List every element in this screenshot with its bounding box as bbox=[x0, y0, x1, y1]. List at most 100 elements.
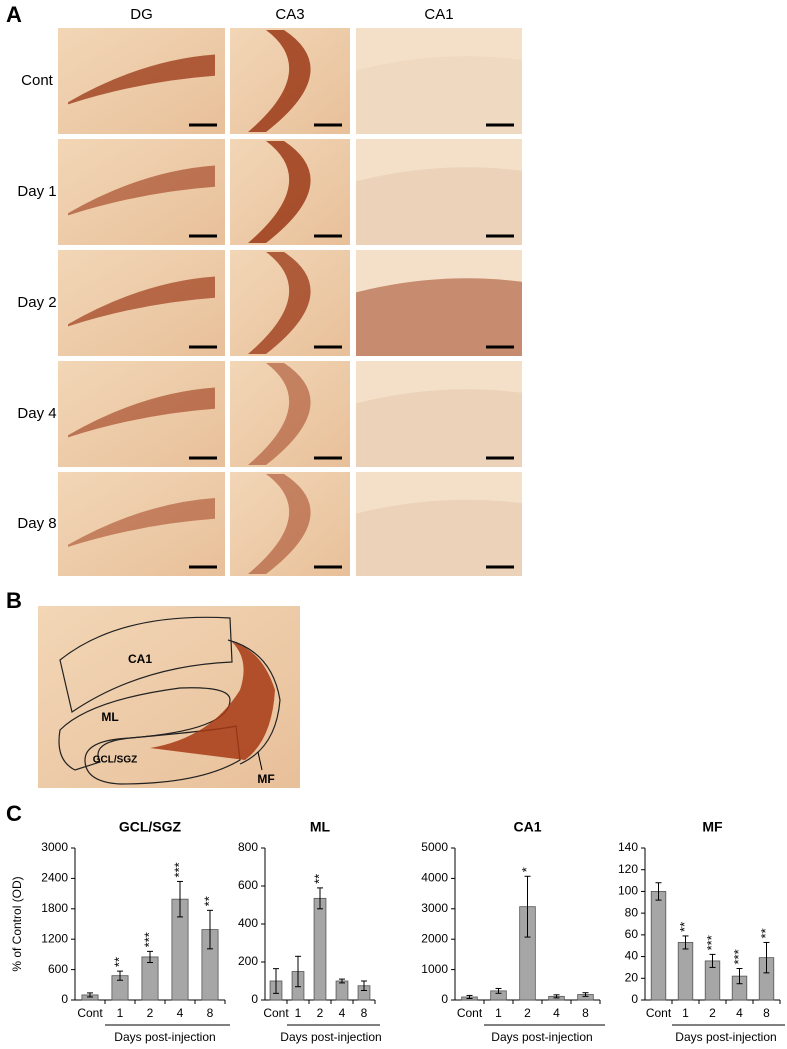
stained-region bbox=[68, 165, 215, 216]
x-tick-label: 1 bbox=[295, 1006, 302, 1020]
row-label: Day 8 bbox=[17, 515, 56, 532]
micrograph bbox=[230, 361, 350, 467]
significance-label: *** bbox=[171, 862, 186, 877]
x-axis-label: Days post-injection bbox=[491, 1030, 592, 1044]
region-outline bbox=[84, 725, 241, 785]
region-outline bbox=[227, 639, 281, 765]
region-outline bbox=[59, 616, 233, 713]
stained-region bbox=[248, 363, 311, 465]
y-tick-label: 0 bbox=[251, 992, 258, 1006]
y-tick-label: 1200 bbox=[41, 931, 68, 945]
y-tick-label: 100 bbox=[618, 884, 638, 898]
micrograph bbox=[230, 472, 350, 576]
significance-label: ** bbox=[677, 922, 692, 932]
panel-label: A bbox=[6, 2, 22, 27]
y-tick-label: 60 bbox=[625, 927, 639, 941]
panel-b-image: CA1 ML GCL/SGZ MF bbox=[38, 606, 300, 788]
stained-region bbox=[356, 167, 522, 245]
y-tick-label: 3000 bbox=[421, 901, 448, 915]
chart-title: GCL/SGZ bbox=[119, 819, 182, 835]
region-label: CA1 bbox=[128, 652, 152, 666]
row-label: Day 4 bbox=[17, 405, 56, 422]
y-tick-label: 120 bbox=[618, 862, 638, 876]
x-tick-label: 4 bbox=[736, 1006, 743, 1020]
x-tick-label: 1 bbox=[117, 1006, 124, 1020]
chart-title: MF bbox=[702, 819, 723, 835]
micrograph bbox=[356, 472, 522, 576]
bar bbox=[313, 897, 327, 1001]
y-tick-label: 5000 bbox=[421, 840, 448, 854]
x-tick-label: 4 bbox=[177, 1006, 184, 1020]
y-tick-label: 20 bbox=[625, 970, 639, 984]
chart-title: CA1 bbox=[513, 819, 541, 835]
bar bbox=[650, 891, 667, 1001]
y-tick-label: 600 bbox=[238, 878, 258, 892]
stained-region bbox=[68, 498, 215, 547]
significance-label: ** bbox=[201, 896, 216, 906]
x-tick-label: 2 bbox=[709, 1006, 716, 1020]
panel-label: C bbox=[6, 801, 22, 826]
x-tick-label: 1 bbox=[495, 1006, 502, 1020]
x-tick-label: 4 bbox=[553, 1006, 560, 1020]
significance-label: *** bbox=[141, 932, 156, 947]
x-tick-label: Cont bbox=[457, 1006, 483, 1020]
x-tick-label: 8 bbox=[582, 1006, 589, 1020]
x-tick-label: 1 bbox=[682, 1006, 689, 1020]
significance-label: * bbox=[519, 867, 534, 872]
bar bbox=[335, 980, 349, 1001]
stained-region bbox=[356, 278, 522, 356]
column-header: CA3 bbox=[275, 6, 304, 23]
significance-label: ** bbox=[111, 957, 126, 967]
y-tick-label: 400 bbox=[238, 916, 258, 930]
y-tick-label: 40 bbox=[625, 949, 639, 963]
x-tick-label: 2 bbox=[147, 1006, 154, 1020]
region-label: ML bbox=[101, 710, 118, 724]
y-tick-label: 0 bbox=[61, 992, 68, 1006]
stained-region bbox=[248, 30, 311, 132]
stained-region bbox=[68, 276, 215, 327]
x-tick-label: 8 bbox=[361, 1006, 368, 1020]
y-tick-label: 600 bbox=[48, 962, 68, 976]
x-axis-label: Days post-injection bbox=[114, 1030, 215, 1044]
stained-region bbox=[68, 387, 215, 438]
stained-region bbox=[356, 56, 522, 135]
region-label: MF bbox=[257, 772, 274, 786]
x-tick-label: 2 bbox=[317, 1006, 324, 1020]
y-tick-label: 1000 bbox=[421, 962, 448, 976]
stained-region bbox=[356, 499, 522, 576]
row-label: Day 2 bbox=[17, 294, 56, 311]
x-tick-label: Cont bbox=[77, 1006, 103, 1020]
column-header: DG bbox=[130, 6, 153, 23]
y-tick-label: 1800 bbox=[41, 901, 68, 915]
y-tick-label: 4000 bbox=[421, 871, 448, 885]
arrow bbox=[257, 751, 263, 771]
stained-region bbox=[248, 474, 311, 574]
bar bbox=[141, 956, 159, 1001]
chart-title: ML bbox=[310, 819, 331, 835]
column-header: CA1 bbox=[424, 6, 453, 23]
y-tick-label: 80 bbox=[625, 905, 639, 919]
bar bbox=[677, 942, 694, 1001]
micrograph bbox=[356, 361, 522, 467]
significance-label: ** bbox=[311, 874, 326, 884]
row-label: Day 1 bbox=[17, 183, 56, 200]
panel-label: B bbox=[6, 588, 22, 613]
x-tick-label: 8 bbox=[763, 1006, 770, 1020]
stained-region bbox=[150, 642, 275, 760]
stained-region bbox=[356, 389, 522, 467]
significance-label: *** bbox=[704, 935, 719, 950]
row-label: Cont bbox=[21, 72, 54, 89]
y-tick-label: 2400 bbox=[41, 871, 68, 885]
stained-region bbox=[248, 252, 311, 354]
x-tick-label: 2 bbox=[524, 1006, 531, 1020]
micrograph bbox=[58, 472, 225, 576]
significance-label: *** bbox=[731, 949, 746, 964]
x-axis-label: Days post-injection bbox=[280, 1030, 381, 1044]
region-label: GCL/SGZ bbox=[93, 755, 137, 766]
y-tick-label: 800 bbox=[238, 840, 258, 854]
x-tick-label: Cont bbox=[646, 1006, 672, 1020]
x-axis-label: Days post-injection bbox=[675, 1030, 776, 1044]
micrograph bbox=[356, 28, 522, 134]
y-tick-label: 140 bbox=[618, 840, 638, 854]
